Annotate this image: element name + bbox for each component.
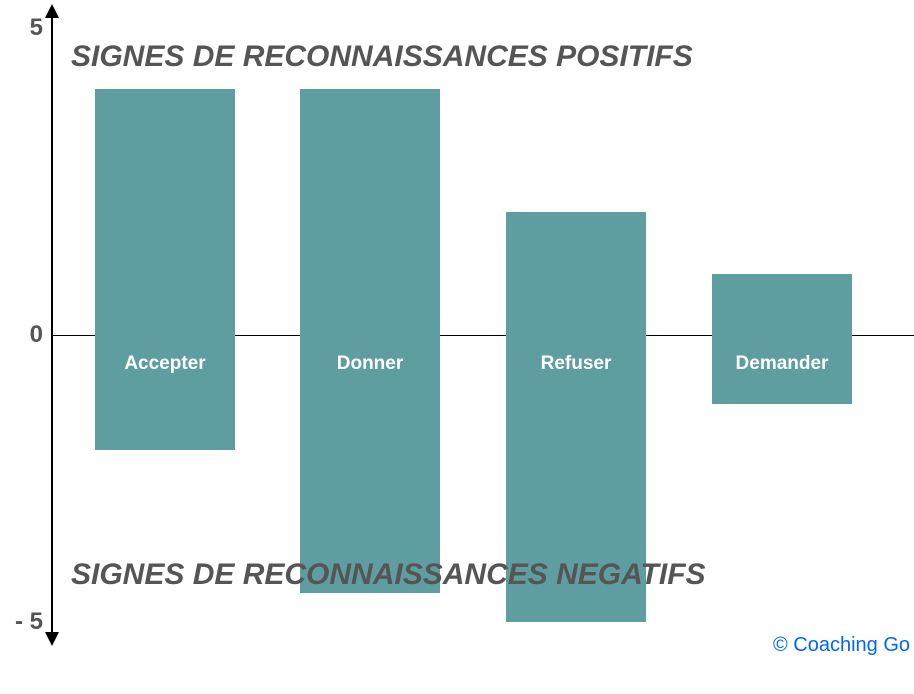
y-tick-0: 0	[0, 321, 43, 349]
bar-label-accepter: Accepter	[95, 353, 235, 375]
bar-label-donner: Donner	[300, 353, 440, 375]
bar-accepter: Accepter	[95, 89, 235, 449]
bar-label-demander: Demander	[712, 353, 852, 375]
bar-label-refuser: Refuser	[506, 353, 646, 375]
y-tick-5: 5	[0, 14, 43, 42]
y-axis	[51, 8, 53, 642]
y-tick-neg5: - 5	[0, 608, 43, 636]
credit-text: © Coaching Go	[773, 634, 910, 657]
bar-demander: Demander	[712, 274, 852, 404]
title-top: SIGNES DE RECONNAISSANCES POSITIFS	[71, 40, 693, 74]
y-axis-arrow-up-icon	[45, 4, 59, 18]
y-axis-arrow-down-icon	[45, 632, 59, 646]
title-bottom: SIGNES DE RECONNAISSANCES NEGATIFS	[71, 558, 706, 592]
bar-donner: Donner	[300, 89, 440, 593]
chart-container: 5 0 - 5 Accepter Donner Refuser Demander…	[0, 0, 914, 694]
